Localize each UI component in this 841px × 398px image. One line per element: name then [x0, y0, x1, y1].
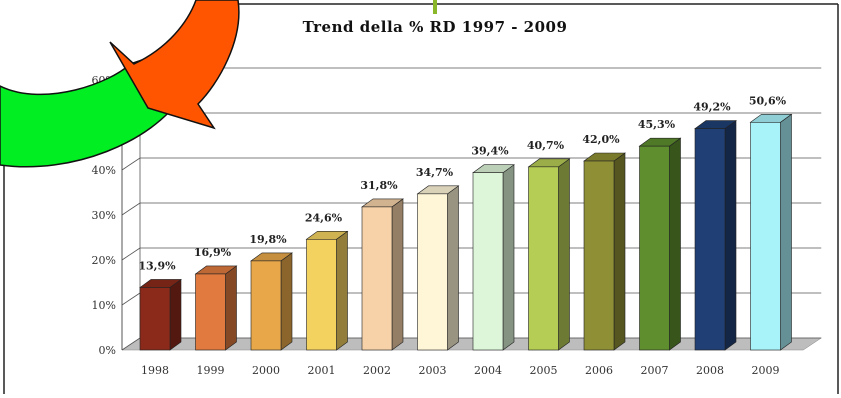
- bar: [527, 158, 571, 351]
- y-tick-label: 0%: [99, 344, 116, 357]
- bar: [694, 120, 737, 351]
- data-label: 31,8%: [360, 179, 398, 192]
- bars-layer: [139, 113, 793, 351]
- bar-front: [472, 172, 504, 351]
- bar-side: [447, 185, 459, 351]
- x-tick-label: 2000: [252, 364, 280, 377]
- bar-side: [558, 158, 570, 351]
- bar-front: [583, 160, 615, 351]
- bar-front: [639, 145, 670, 351]
- gridline-side: [121, 157, 141, 171]
- bar-side: [391, 198, 404, 351]
- data-label: 40,7%: [527, 139, 565, 152]
- gridline-side: [121, 337, 141, 351]
- orange-arrow-icon: [109, 0, 240, 130]
- bar: [361, 198, 404, 351]
- gridline-side: [121, 247, 141, 261]
- data-label: 42,0%: [582, 133, 620, 146]
- x-tick-label: 2001: [308, 364, 336, 377]
- data-label: 13,9%: [138, 259, 176, 272]
- bar-front: [250, 260, 282, 351]
- data-label: 39,4%: [471, 145, 509, 158]
- bar-front: [195, 273, 226, 351]
- x-tick-label: 1998: [141, 364, 169, 377]
- bar: [583, 152, 626, 351]
- bar-side: [780, 113, 792, 351]
- data-label: 16,9%: [194, 246, 232, 259]
- bar: [416, 185, 460, 351]
- bar-front: [694, 128, 726, 351]
- bar-side: [669, 137, 681, 351]
- x-tick-label: 2006: [585, 364, 613, 377]
- bar: [749, 113, 793, 351]
- y-tick-label: 40%: [92, 164, 116, 177]
- chart-title: Trend della % RD 1997 - 2009: [303, 18, 568, 36]
- data-label: 34,7%: [416, 166, 454, 179]
- bar-side: [613, 152, 626, 351]
- x-tick-label: 1999: [197, 364, 225, 377]
- bar-front: [139, 287, 171, 351]
- bar-front: [361, 206, 393, 351]
- bar-front: [528, 166, 559, 351]
- bar: [472, 164, 515, 351]
- data-label: 19,8%: [249, 233, 287, 246]
- gridline-side: [121, 292, 141, 306]
- data-label: 24,6%: [305, 211, 343, 224]
- bar-front: [417, 193, 448, 351]
- bar-side: [336, 230, 348, 351]
- bar-side: [280, 252, 293, 351]
- y-tick-label: 10%: [92, 299, 116, 312]
- bar: [250, 252, 293, 351]
- bar-side: [169, 278, 182, 351]
- data-label: 45,3%: [638, 118, 676, 131]
- x-tick-label: 2008: [696, 364, 724, 377]
- bar: [139, 278, 182, 351]
- bar-front: [750, 122, 781, 351]
- y-tick-label: 30%: [92, 209, 116, 222]
- x-axis-ticks: 1998 1999 2000 2001 2002 2003 2004 2005 2006 2007…: [141, 364, 780, 377]
- y-tick-label: 20%: [92, 254, 116, 267]
- x-tick-label: 2003: [419, 364, 447, 377]
- bar: [638, 137, 682, 351]
- recycle-arrows-logo: [0, 0, 240, 168]
- x-tick-label: 2002: [363, 364, 391, 377]
- bar-side: [225, 265, 237, 351]
- bar: [305, 230, 349, 351]
- bar-side: [724, 120, 737, 351]
- bar: [194, 265, 238, 351]
- bar-side: [502, 164, 515, 351]
- data-label: 49,2%: [693, 101, 731, 114]
- x-tick-label: 2009: [752, 364, 780, 377]
- data-label: 50,6%: [749, 94, 787, 107]
- gridline-side: [121, 202, 141, 216]
- bar-front: [306, 239, 337, 351]
- data-labels-layer: 13,9% 16,9% 19,8% 24,6% 31,8% 34,7% 39,4% 40,7%…: [138, 94, 786, 272]
- x-tick-label: 2004: [474, 364, 502, 377]
- x-tick-label: 2007: [641, 364, 669, 377]
- x-tick-label: 2005: [530, 364, 558, 377]
